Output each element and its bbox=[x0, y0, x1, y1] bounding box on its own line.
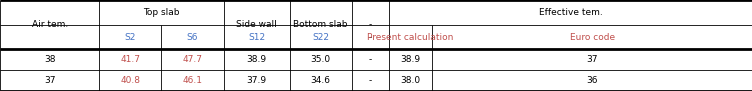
Text: -: - bbox=[368, 55, 372, 64]
Text: S12: S12 bbox=[248, 33, 265, 42]
Text: 37: 37 bbox=[44, 76, 56, 85]
Text: 40.8: 40.8 bbox=[120, 76, 140, 85]
Text: 46.1: 46.1 bbox=[183, 76, 202, 85]
Text: Bottom slab: Bottom slab bbox=[293, 20, 348, 29]
Text: 38: 38 bbox=[44, 55, 56, 64]
Text: 37: 37 bbox=[587, 55, 598, 64]
Text: S22: S22 bbox=[312, 33, 329, 42]
Text: 41.7: 41.7 bbox=[120, 55, 140, 64]
Text: Air tem.: Air tem. bbox=[32, 20, 68, 29]
Text: 37.9: 37.9 bbox=[247, 76, 267, 85]
Text: 47.7: 47.7 bbox=[183, 55, 202, 64]
Text: 38.9: 38.9 bbox=[247, 55, 267, 64]
Text: Side wall: Side wall bbox=[236, 20, 277, 29]
Text: -: - bbox=[368, 20, 372, 29]
Text: Effective tem.: Effective tem. bbox=[538, 8, 602, 17]
Text: -: - bbox=[368, 76, 372, 85]
Text: 35.0: 35.0 bbox=[311, 55, 331, 64]
Text: 38.9: 38.9 bbox=[401, 55, 420, 64]
Text: -: - bbox=[368, 33, 372, 42]
Text: 34.6: 34.6 bbox=[311, 76, 331, 85]
Text: Euro code: Euro code bbox=[569, 33, 615, 42]
Text: S2: S2 bbox=[124, 33, 136, 42]
Text: Present calculation: Present calculation bbox=[368, 33, 453, 42]
Text: S6: S6 bbox=[186, 33, 199, 42]
Text: 36: 36 bbox=[587, 76, 598, 85]
Text: Top slab: Top slab bbox=[144, 8, 180, 17]
Text: 38.0: 38.0 bbox=[401, 76, 420, 85]
